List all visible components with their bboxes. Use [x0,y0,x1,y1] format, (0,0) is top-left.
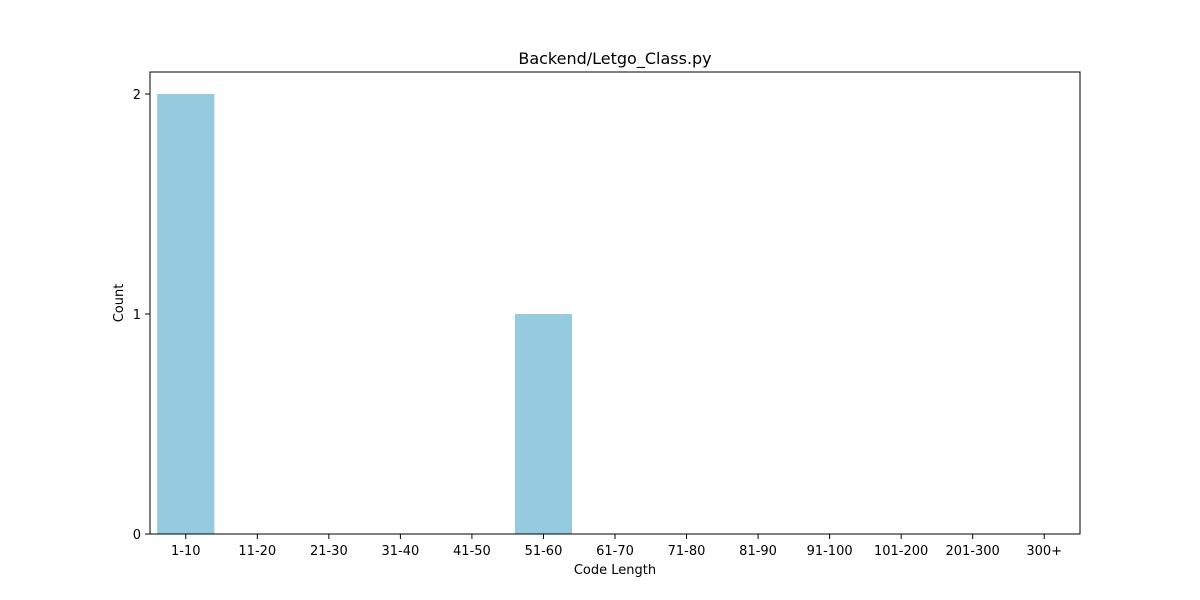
y-axis-label: Count [112,284,127,323]
x-axis-label: Code Length [574,563,656,578]
bar-51-60 [514,314,573,534]
plot-frame [149,71,1081,535]
chart-title: Backend/Letgo_Class.py [518,49,711,69]
y-tick-label: 0 [133,528,141,543]
y-tick-label: 2 [133,88,141,103]
x-axis-ticks: 1-10 11-20 21-30 31-40 41-50 51-60 61-70 71-80 8… [171,534,1062,559]
x-tick-label: 81-90 [739,544,777,559]
x-tick-label: 71-80 [668,544,706,559]
x-tick-label: 300+ [1026,544,1062,559]
y-axis-ticks: 0 1 2 [133,88,150,543]
x-tick-label: 11-20 [238,544,276,559]
x-tick-label: 41-50 [453,544,491,559]
bars-group [157,94,573,534]
y-tick-label: 1 [133,308,141,323]
bar-1-10 [157,94,215,534]
x-tick-label: 201-300 [946,544,1000,559]
x-tick-label: 31-40 [381,544,419,559]
x-tick-label: 91-100 [807,544,853,559]
x-tick-label: 61-70 [596,544,634,559]
x-tick-label: 1-10 [171,544,201,559]
x-tick-label: 101-200 [874,544,928,559]
x-tick-label: 51-60 [525,544,563,559]
x-tick-label: 21-30 [310,544,348,559]
